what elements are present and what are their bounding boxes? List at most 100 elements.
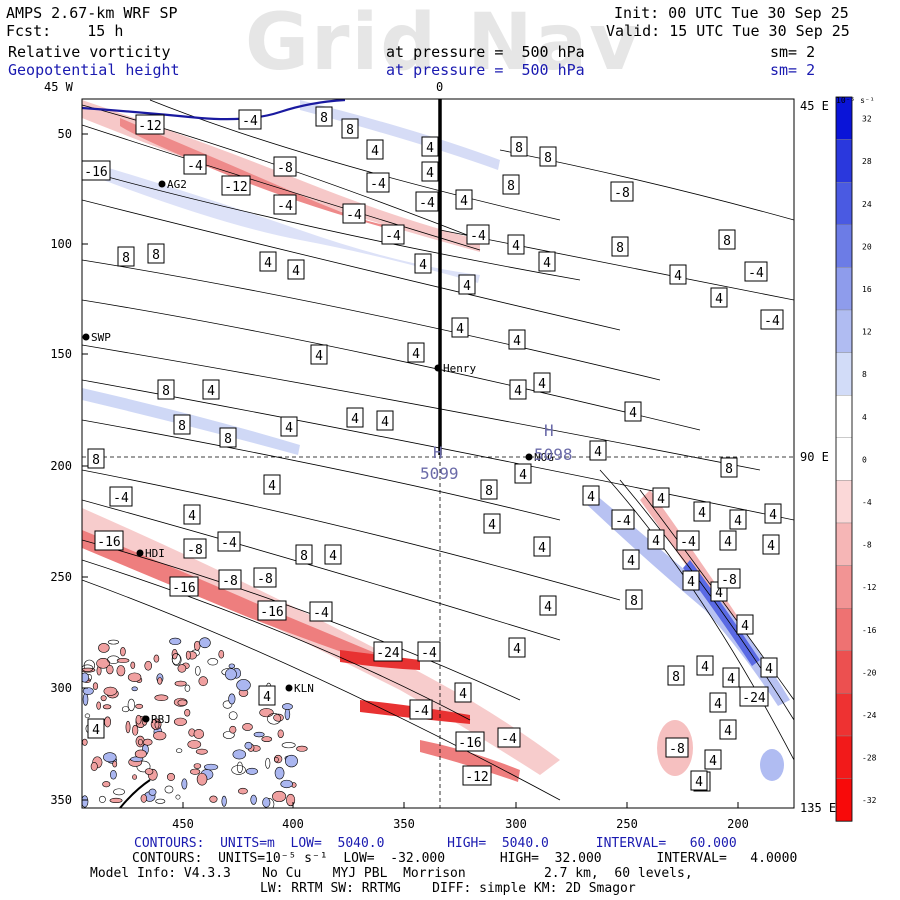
contour-label: 4 [310,344,328,365]
svg-text:4: 4 [594,445,602,460]
field1-name: Relative vorticity [8,43,171,61]
contour-label: 4 [258,685,276,706]
colorbar-swatch [835,522,853,566]
contour-label: -12 [135,114,165,135]
colorbar-swatch [835,139,853,183]
svg-text:4: 4 [513,642,521,657]
contour-label: -24 [739,686,769,707]
svg-text:Henry: Henry [443,362,476,375]
blue-band-east [582,490,790,706]
colorbar-label: -4 [862,498,872,507]
svg-text:8: 8 [672,670,680,685]
station-ag2: AG2 [158,178,187,191]
svg-text:4: 4 [351,412,359,427]
contour-label: 4 [690,770,708,791]
svg-text:4: 4 [769,508,777,523]
colorbar-label: -28 [862,754,877,763]
station-kln: KLN [285,682,314,695]
contour-label: 4 [508,329,526,350]
svg-text:4: 4 [463,279,471,294]
svg-text:4: 4 [695,775,703,790]
svg-text:-4: -4 [242,114,258,129]
svg-text:-4: -4 [419,196,435,211]
high-1-letter: H [433,443,443,462]
contour-label: -8 [183,538,207,559]
svg-text:4: 4 [627,554,635,569]
svg-text:8: 8 [616,241,624,256]
stations-layer: AG2 SWP Henry NOG HDI KLN RBJ [82,178,554,726]
svg-text:4: 4 [412,347,420,362]
footer-vorticity-contours: CONTOURS: UNITS=10⁻⁵ s⁻¹ LOW= -32.000 HI… [132,851,798,866]
colorbar-swatch [835,480,853,524]
contour-label: 4 [762,534,780,555]
colorbar-label: -24 [862,711,877,720]
lon-label-45w: 45 W [44,80,74,94]
contour-label: 4 [455,189,473,210]
colorbar-swatch [835,224,853,268]
contour-label: 8 [720,457,738,478]
contour-label: 4 [324,544,342,565]
contour-label: -4 [466,224,490,245]
svg-text:-4: -4 [385,229,401,244]
contour-label: -4 [415,191,439,212]
contour-label: 4 [202,379,220,400]
blue-band-north [300,100,500,170]
svg-text:HDI: HDI [145,547,165,560]
svg-text:-4: -4 [470,229,486,244]
svg-text:-4: -4 [501,732,517,747]
high-2-letter: H [544,421,554,440]
svg-text:-16: -16 [458,736,481,751]
contour-label: 8 [295,544,313,565]
colorbar-label: 16 [862,285,872,294]
contour-label: 4 [704,749,722,770]
x-tick-label: 450 [172,817,194,831]
contour-label: 4 [538,251,556,272]
svg-text:RBJ: RBJ [151,713,171,726]
svg-text:4: 4 [767,539,775,554]
contour-label: 4 [454,682,472,703]
svg-text:4: 4 [715,292,723,307]
contour-label: 4 [259,251,277,272]
svg-text:4: 4 [315,349,323,364]
field2-name: Geopotential height [8,61,180,79]
svg-text:-8: -8 [614,186,630,201]
svg-text:4: 4 [268,479,276,494]
contour-label: 4 [736,614,754,635]
svg-text:8: 8 [544,151,552,166]
svg-text:4: 4 [701,660,709,675]
svg-text:4: 4 [488,518,496,533]
red-core-se [420,740,520,782]
colorbar-label: 20 [862,242,872,251]
y-tick-label: 100 [50,237,72,251]
svg-text:4: 4 [538,541,546,556]
svg-text:8: 8 [224,432,232,447]
svg-text:8: 8 [507,179,515,194]
svg-text:8: 8 [92,453,100,468]
contour-label: 4 [709,692,727,713]
contour-label: 4 [376,410,394,431]
svg-text:-4: -4 [748,266,764,281]
colorbar-label: -20 [862,668,877,677]
contour-label: 4 [263,474,281,495]
contour-label: 4 [533,536,551,557]
contour-label: -16 [455,731,485,752]
contour-label: -12 [221,175,251,196]
svg-text:-16: -16 [97,535,120,550]
svg-text:4: 4 [538,377,546,392]
blue-band-2 [82,160,480,283]
colorbar-label: 4 [862,413,867,422]
contour-label: -4 [417,641,441,662]
y-tick-label: 350 [50,793,72,807]
svg-text:8: 8 [485,484,493,499]
station-henry: Henry [434,362,476,375]
station-hdi: HDI [136,547,165,560]
contour-label: 4 [483,513,501,534]
contour-label: -4 [109,486,133,507]
contour-label: 8 [117,246,135,267]
contour-label: -4 [238,109,262,130]
svg-text:-4: -4 [277,199,293,214]
y-tick-label: 200 [50,459,72,473]
svg-text:-12: -12 [138,119,161,134]
svg-text:8: 8 [152,248,160,263]
contour-label: -16 [81,160,111,181]
